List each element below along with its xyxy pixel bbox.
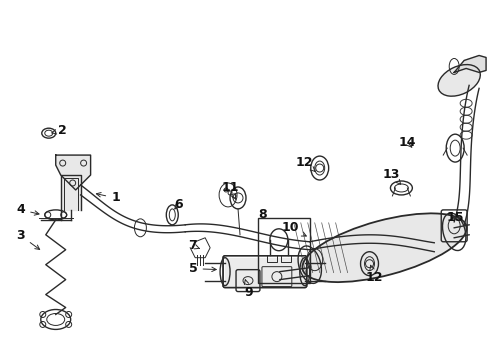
Bar (258, 218, 309, 283)
Text: 10: 10 (281, 221, 305, 236)
Text: 2: 2 (52, 124, 67, 137)
Text: 3: 3 (17, 229, 40, 249)
Text: 13: 13 (382, 167, 400, 184)
Text: 12: 12 (295, 156, 314, 171)
Polygon shape (224, 258, 304, 285)
Ellipse shape (302, 213, 466, 282)
Polygon shape (453, 55, 485, 72)
Bar (280, 255, 290, 262)
Polygon shape (56, 155, 90, 190)
Ellipse shape (437, 64, 479, 96)
Text: 11: 11 (221, 181, 238, 200)
Text: 15: 15 (446, 211, 463, 224)
Text: 7: 7 (187, 239, 199, 252)
Text: 6: 6 (174, 198, 182, 211)
Text: 14: 14 (398, 136, 415, 149)
Text: 12: 12 (365, 265, 383, 284)
Polygon shape (61, 175, 81, 210)
Text: 9: 9 (244, 280, 253, 299)
Bar (266, 255, 276, 262)
Text: 8: 8 (258, 208, 267, 221)
Text: 1: 1 (96, 192, 120, 204)
Text: 4: 4 (17, 203, 39, 216)
Text: 5: 5 (188, 262, 216, 275)
